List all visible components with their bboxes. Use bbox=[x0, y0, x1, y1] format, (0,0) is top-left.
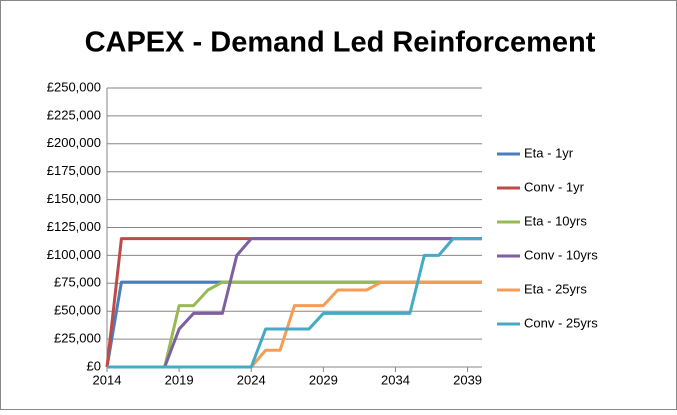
x-tick-label: 2014 bbox=[93, 372, 122, 387]
legend-label: Eta - 1yr bbox=[524, 145, 574, 160]
y-tick-label: £25,000 bbox=[54, 331, 101, 346]
y-tick-label: £150,000 bbox=[47, 191, 101, 206]
series-line bbox=[107, 237, 482, 369]
legend-label: Conv - 10yrs bbox=[524, 247, 598, 262]
y-tick-label: £75,000 bbox=[54, 275, 101, 290]
legend-label: Conv - 1yr bbox=[524, 179, 585, 194]
y-tick-label: £225,000 bbox=[47, 107, 101, 122]
chart-title: CAPEX - Demand Led Reinforcement bbox=[85, 27, 596, 59]
y-tick-label: £200,000 bbox=[47, 135, 101, 150]
y-tick-label: £250,000 bbox=[47, 79, 101, 94]
x-tick-label: 2034 bbox=[381, 372, 410, 387]
legend-label: Eta - 10yrs bbox=[524, 213, 587, 228]
y-tick-label: £0 bbox=[87, 358, 101, 373]
y-tick-label: £50,000 bbox=[54, 303, 101, 318]
legend-label: Eta - 25yrs bbox=[524, 281, 587, 296]
y-tick-label: £100,000 bbox=[47, 247, 101, 262]
x-tick-label: 2024 bbox=[237, 372, 266, 387]
x-tick-label: 2029 bbox=[309, 372, 338, 387]
series-line bbox=[107, 237, 482, 369]
y-tick-label: £175,000 bbox=[47, 163, 101, 178]
x-tick-label: 2019 bbox=[165, 372, 194, 387]
x-tick-label: 2039 bbox=[453, 372, 482, 387]
y-tick-label: £125,000 bbox=[47, 219, 101, 234]
legend-label: Conv - 25yrs bbox=[524, 315, 598, 330]
